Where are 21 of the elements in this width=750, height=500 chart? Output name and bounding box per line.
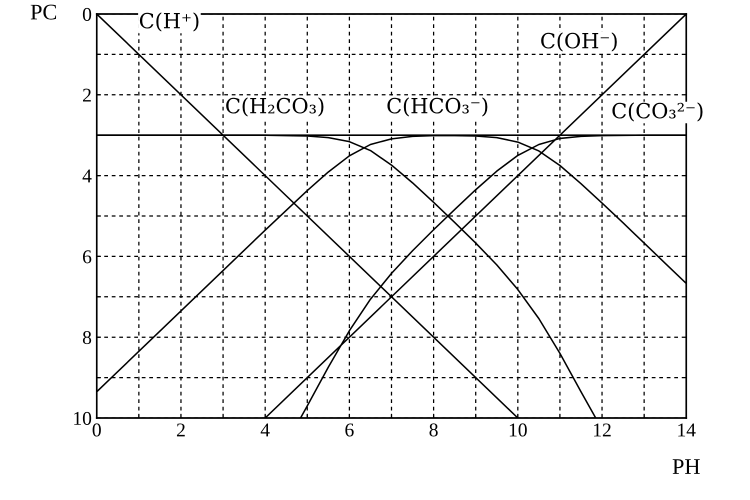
annotation: C(H⁺) [140,12,198,32]
annotation: C(HCO₃⁻) [387,97,488,116]
y-tick-label: 4 [82,170,92,182]
annotation: C(CO₃²⁻) [612,102,703,122]
x-axis-title: PH [672,459,700,474]
annotation: C(H₂CO₃) [226,97,324,116]
x-tick-label: 0 [92,423,101,437]
x-tick-label: 14 [678,424,696,436]
x-tick-label: 4 [260,424,270,436]
x-tick-label: 8 [429,423,438,437]
x-tick-label: 12 [594,423,611,436]
x-tick-label: 6 [345,423,354,437]
annotation: C(OH⁻) [541,32,617,52]
y-tick-label: 10 [74,412,92,425]
y-tick-label: 2 [83,88,91,102]
x-tick-label: 2 [176,423,185,436]
y-tick-label: 8 [82,331,92,344]
y-axis-title: PC [30,4,56,20]
y-tick-label: 6 [83,250,92,264]
y-tick-label: 0 [82,8,92,21]
x-tick-label: 10 [510,423,527,437]
